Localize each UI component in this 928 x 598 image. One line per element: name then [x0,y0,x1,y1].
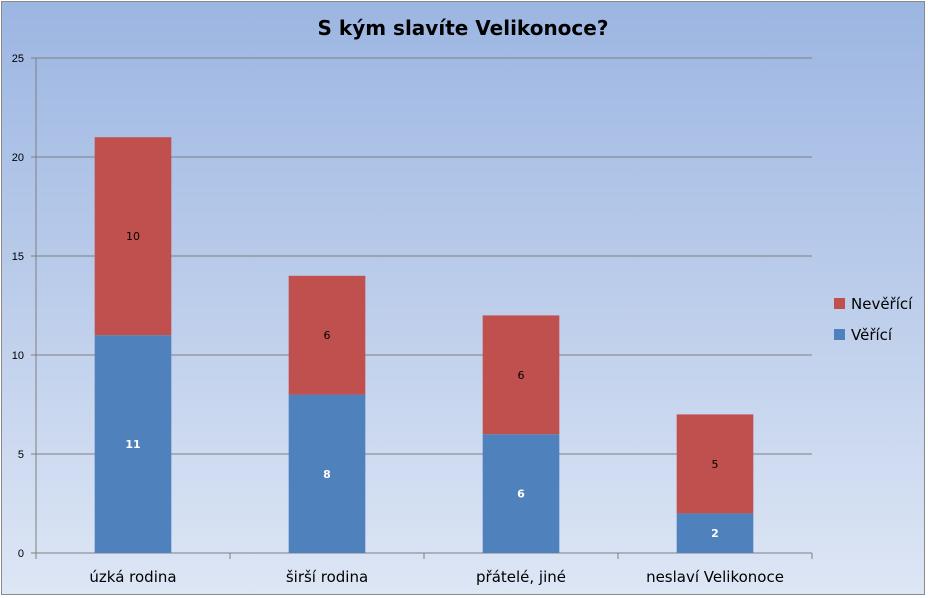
bars: 11 10 8 6 6 6 2 5 [94,137,754,553]
y-tick-label: 0 [18,548,24,560]
bar-segment [482,434,560,553]
legend-swatch [834,298,845,309]
bar-segment [94,335,172,553]
y-tick-label: 20 [12,152,24,164]
chart-title: S kým slavíte Velikonoce? [318,16,609,40]
bar-segment [482,315,560,435]
legend-entry: Nevěřící [851,295,913,313]
data-label: 6 [517,488,525,501]
legend-swatch [834,329,845,340]
data-label: 8 [323,468,331,481]
data-label: 11 [125,438,140,451]
legend-entry: Věřící [851,326,893,344]
bar-segment [288,275,366,395]
x-axis: úzká rodina širší rodina přátelé, jiné nesl… [35,552,813,586]
y-tick-label: 15 [12,251,24,263]
data-label: 2 [711,527,719,540]
bar-segment [676,513,754,553]
y-axis: 0 5 10 15 20 25 [12,53,37,560]
data-label: 10 [126,230,140,243]
data-label: 6 [324,329,331,342]
x-tick-label: úzká rodina [89,568,176,586]
bar-segment [676,414,754,514]
y-tick-label: 10 [12,350,24,362]
y-tick-label: 25 [12,53,24,65]
x-tick-label: neslaví Velikonoce [646,568,784,586]
legend: Nevěřící Věřící [834,295,913,344]
y-tick-label: 5 [18,449,24,461]
data-label: 5 [712,458,719,471]
bar-segment [288,394,366,553]
x-tick-label: přátelé, jiné [476,568,566,586]
bar-segment [94,137,172,336]
x-tick-label: širší rodina [286,568,368,586]
data-label: 6 [518,369,525,382]
